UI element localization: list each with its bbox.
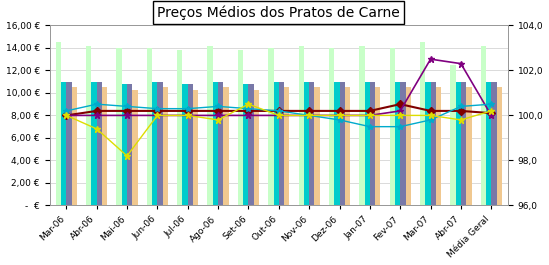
- Bar: [370, 82, 375, 205]
- Bar: [365, 82, 370, 205]
- Bar: [91, 82, 97, 205]
- Bar: [466, 87, 472, 205]
- Bar: [72, 87, 77, 205]
- Bar: [152, 82, 158, 205]
- Bar: [400, 82, 406, 205]
- Bar: [406, 87, 411, 205]
- Bar: [390, 48, 395, 205]
- Bar: [147, 48, 152, 205]
- Bar: [284, 87, 289, 205]
- Bar: [238, 50, 243, 205]
- Bar: [213, 82, 218, 205]
- Bar: [116, 48, 122, 205]
- Bar: [491, 82, 497, 205]
- Bar: [430, 82, 436, 205]
- Bar: [193, 90, 198, 205]
- Bar: [66, 82, 72, 205]
- Bar: [425, 82, 430, 205]
- Bar: [486, 82, 491, 205]
- Bar: [461, 82, 466, 205]
- Bar: [273, 82, 279, 205]
- Bar: [163, 87, 168, 205]
- Title: Preços Médios dos Pratos de Carne: Preços Médios dos Pratos de Carne: [158, 6, 400, 20]
- Bar: [345, 87, 350, 205]
- Bar: [359, 46, 365, 205]
- Bar: [395, 82, 400, 205]
- Bar: [279, 82, 284, 205]
- Bar: [243, 84, 249, 205]
- Bar: [339, 82, 345, 205]
- Bar: [127, 84, 132, 205]
- Bar: [456, 82, 461, 205]
- Bar: [375, 87, 380, 205]
- Bar: [481, 46, 486, 205]
- Bar: [122, 84, 127, 205]
- Bar: [86, 46, 91, 205]
- Bar: [315, 87, 320, 205]
- Bar: [436, 87, 441, 205]
- Bar: [97, 82, 102, 205]
- Bar: [334, 82, 339, 205]
- Bar: [309, 82, 315, 205]
- Bar: [299, 46, 304, 205]
- Bar: [223, 87, 229, 205]
- Bar: [249, 84, 254, 205]
- Bar: [218, 82, 223, 205]
- Bar: [497, 87, 502, 205]
- Bar: [329, 48, 334, 205]
- Bar: [182, 84, 188, 205]
- Bar: [177, 50, 182, 205]
- Bar: [61, 82, 66, 205]
- Bar: [158, 82, 163, 205]
- Bar: [55, 42, 61, 205]
- Bar: [132, 90, 138, 205]
- Bar: [420, 42, 425, 205]
- Bar: [188, 84, 193, 205]
- Bar: [304, 82, 309, 205]
- Bar: [254, 90, 259, 205]
- Bar: [208, 46, 213, 205]
- Bar: [102, 87, 107, 205]
- Bar: [450, 65, 456, 205]
- Bar: [268, 48, 273, 205]
